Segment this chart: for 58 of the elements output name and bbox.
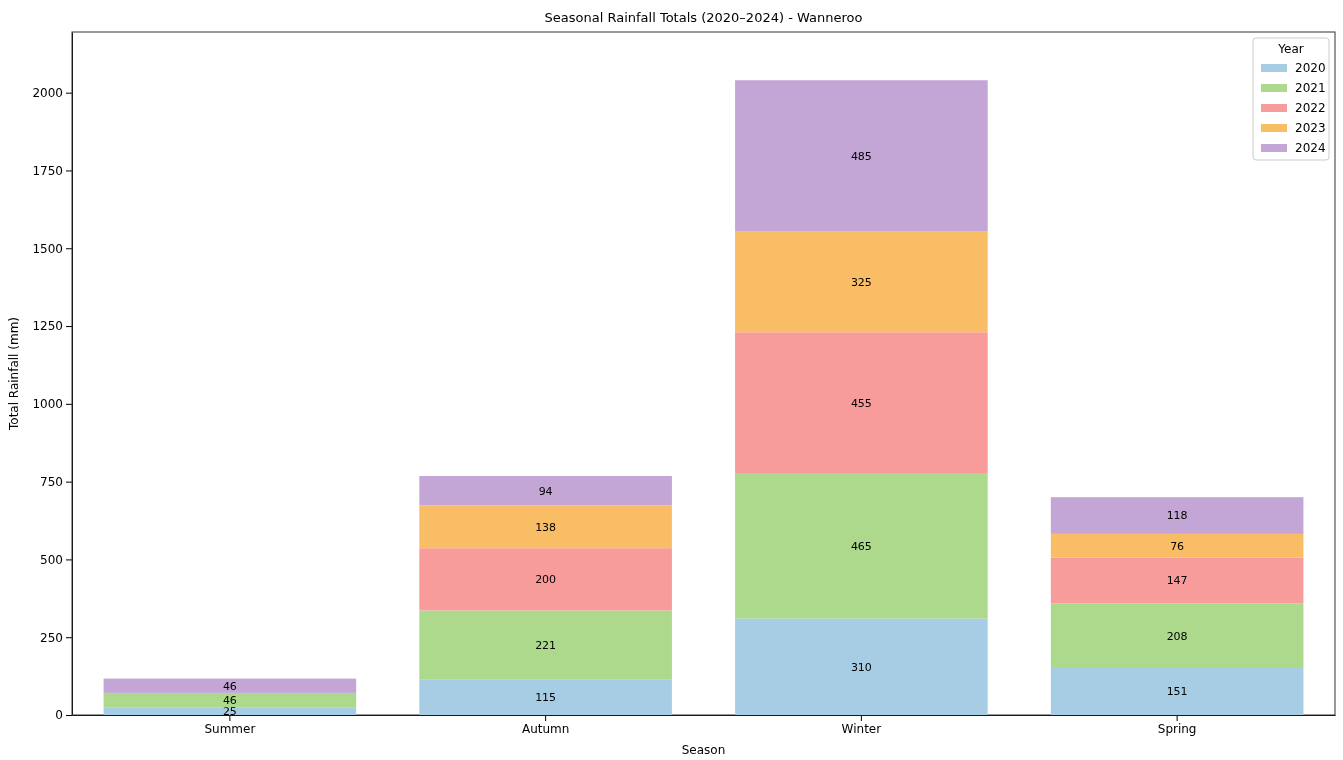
bar [735,231,988,333]
bar [419,610,672,680]
data-label: 115 [535,690,557,704]
bar [419,679,672,715]
bar [735,80,988,232]
data-label: 455 [850,396,872,410]
y-tick-label: 750 [40,474,63,489]
bar [1050,668,1304,715]
bar [1050,603,1304,669]
legend-label: 2024 [1295,141,1326,156]
data-label: 76 [1170,539,1185,553]
x-tick-label: Autumn [521,721,570,736]
bar [103,707,357,715]
bar [735,332,988,474]
bar [1050,533,1304,558]
legend-label: 2022 [1295,101,1326,116]
data-label: 118 [1166,509,1188,523]
bar [735,473,988,619]
bar [103,678,357,693]
data-label: 138 [535,520,557,534]
data-label: 200 [535,573,557,587]
data-label: 221 [535,638,557,652]
x-tick-label: Summer [204,721,256,736]
y-tick-label: 250 [40,630,63,645]
bar [1050,557,1304,604]
y-tick-label: 500 [40,552,63,567]
x-axis-title: Season [681,743,726,757]
bar [1050,497,1304,534]
legend-label: 2020 [1295,61,1326,76]
data-label: 208 [1166,629,1188,643]
data-label: 465 [850,540,872,554]
y-tick-label: 2000 [32,86,63,101]
data-label: 46 [222,693,237,707]
bar [419,476,672,506]
bar [419,505,672,549]
x-tick-label: Spring [1157,721,1197,736]
legend-label: 2021 [1295,81,1326,96]
data-label: 25 [222,704,237,718]
bar [419,548,672,611]
y-tick-label: 0 [55,708,63,723]
chart-title: Seasonal Rainfall Totals (2020–2024) - Wanneroo [544,10,863,25]
bar [103,692,357,708]
x-tick-label: Winter [841,721,882,736]
data-label: 147 [1166,574,1188,588]
y-tick-label: 1250 [32,319,63,334]
y-tick-label: 1000 [32,397,63,412]
data-label: 310 [850,660,872,674]
data-label: 151 [1166,685,1188,699]
legend-label: 2023 [1295,121,1326,136]
data-label: 94 [538,484,553,498]
data-label: 325 [850,275,872,289]
data-label: 485 [850,149,872,163]
data-label: 46 [222,679,237,693]
bar [735,618,988,715]
legend-title: Year [1277,42,1304,56]
y-axis-title: Total Rainfall (mm) [7,316,21,432]
y-tick-label: 1750 [32,163,63,178]
y-tick-label: 1500 [32,241,63,256]
